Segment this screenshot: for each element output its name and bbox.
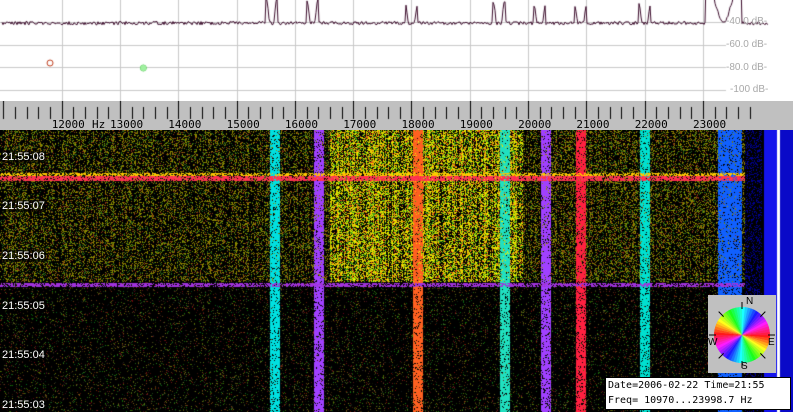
compass-segment — [742, 335, 763, 356]
compass-north: N — [746, 296, 754, 307]
waterfall-display[interactable] — [0, 130, 793, 412]
compass-segment — [742, 335, 756, 361]
compass-segment — [717, 335, 742, 352]
direction-compass: N S E W — [708, 295, 776, 373]
frequency-range-readout: Freq= 10970...23998.7 Hz — [608, 395, 753, 406]
compass-segment — [725, 310, 742, 335]
compass-segment — [742, 314, 763, 335]
compass-segment — [742, 318, 767, 335]
time-label: 21:55:08 — [1, 151, 46, 163]
compass-east: E — [768, 337, 775, 348]
db-label: -100 dB- — [730, 84, 769, 95]
compass-segment — [715, 323, 742, 335]
compass-segment — [721, 335, 742, 356]
compass-segment — [742, 335, 768, 350]
compass-segment — [742, 335, 767, 352]
frequency-tick-label: 17000 — [343, 118, 377, 131]
info-panel: Date=2006-02-22 Time=21:55 Freq= 10970..… — [605, 377, 791, 410]
compass-tick — [718, 311, 724, 317]
compass-segment — [742, 312, 761, 335]
compass-segment — [742, 308, 754, 335]
unit-label: Hz — [92, 118, 106, 131]
frequency-tick-label: 13000 — [110, 118, 144, 131]
compass-segment — [719, 316, 742, 335]
compass-segment — [725, 335, 742, 360]
compass-segment — [742, 332, 770, 336]
compass-segment — [742, 335, 769, 347]
time-label: 21:55:06 — [1, 250, 46, 262]
compass-tick — [760, 353, 766, 359]
spectrum-plot[interactable] — [0, 0, 793, 101]
time-label: 21:55:04 — [1, 349, 46, 361]
compass-segment — [742, 335, 751, 363]
frequency-tick-label: 23000 — [693, 118, 727, 131]
time-label: 21:55:05 — [1, 300, 46, 312]
compass-segment — [733, 335, 742, 363]
compass-segment — [742, 307, 751, 335]
frequency-tick-label: 12000 — [51, 118, 85, 131]
compass-segment — [716, 335, 742, 349]
compass-segment — [723, 312, 742, 335]
compass-segment — [730, 308, 742, 335]
compass-segment — [733, 307, 742, 335]
compass-segment — [742, 335, 754, 362]
compass-segment — [736, 307, 742, 335]
compass-tick — [760, 311, 766, 317]
compass-segment — [714, 335, 742, 344]
frequency-tick-label: 21000 — [576, 118, 610, 131]
compass-west: W — [708, 337, 718, 348]
compass-segment — [742, 326, 770, 335]
frequency-ruler[interactable] — [0, 101, 793, 130]
frequency-tick-label: 19000 — [459, 118, 493, 131]
compass-segment — [714, 335, 742, 341]
db-label: -40.0 dB- — [726, 16, 768, 27]
compass-segment — [715, 335, 742, 347]
compass-segment — [717, 318, 742, 335]
compass-segment — [742, 329, 770, 335]
compass-segment — [714, 326, 742, 335]
compass-segment — [742, 335, 761, 358]
compass-south: S — [741, 361, 748, 372]
db-label: -80.0 dB- — [726, 62, 768, 73]
time-label: 21:55:03 — [1, 399, 46, 411]
compass-tick — [718, 353, 724, 359]
compass-wheel-icon — [709, 302, 775, 368]
compass-segment — [742, 335, 759, 360]
compass-segment — [742, 316, 765, 335]
compass-segment — [742, 310, 759, 335]
compass-segment — [739, 307, 743, 335]
time-label: 21:55:07 — [1, 200, 46, 212]
compass-segment — [742, 323, 769, 335]
frequency-tick-label: 20000 — [518, 118, 552, 131]
date-time-readout: Date=2006-02-22 Time=21:55 — [608, 380, 765, 391]
compass-segment — [728, 309, 742, 335]
compass-segment — [730, 335, 742, 362]
compass-segment — [742, 309, 757, 335]
db-label: -60.0 dB- — [726, 39, 768, 50]
compass-segment — [742, 335, 765, 354]
compass-segment — [741, 335, 745, 363]
frequency-tick-label: 16000 — [284, 118, 319, 131]
compass-segment — [742, 335, 748, 363]
compass-segment — [716, 320, 742, 335]
frequency-tick-label: 18000 — [401, 118, 435, 131]
compass-segment — [742, 335, 770, 344]
compass-segment — [721, 314, 742, 335]
compass-segment — [723, 335, 742, 358]
compass-segment — [727, 335, 742, 361]
compass-segment — [742, 321, 768, 335]
frequency-tick-label: 14000 — [168, 118, 202, 131]
frequency-tick-label: 22000 — [634, 118, 668, 131]
compass-segment — [714, 334, 742, 338]
frequency-tick-label: 15000 — [226, 118, 260, 131]
compass-segment — [719, 335, 742, 354]
